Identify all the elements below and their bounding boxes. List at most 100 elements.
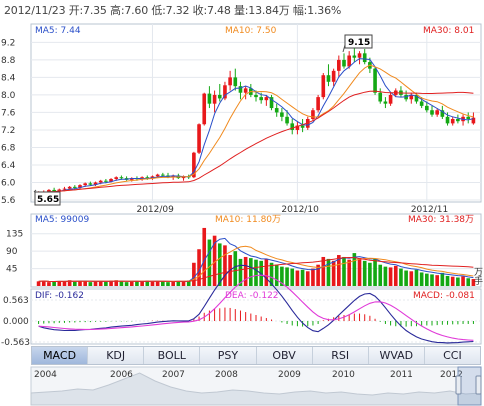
price-tick-label: 9.2 bbox=[1, 38, 15, 48]
candle-body bbox=[445, 116, 450, 124]
volume-bar bbox=[140, 281, 144, 286]
macd-tick-label: -0.563 bbox=[1, 338, 30, 348]
candle-body bbox=[88, 183, 93, 185]
volume-bar bbox=[450, 276, 455, 286]
candle-body bbox=[104, 180, 108, 182]
tab-obv[interactable]: OBV bbox=[257, 347, 313, 364]
macd-tick-label: 0.000 bbox=[3, 317, 29, 327]
volume-bar bbox=[269, 262, 274, 286]
price-date-label: 2012/10 bbox=[281, 205, 319, 215]
macd-lines bbox=[38, 264, 474, 344]
volume-label: 量: bbox=[233, 4, 249, 17]
tab-kdj[interactable]: KDJ bbox=[88, 347, 145, 364]
volume-bar bbox=[88, 282, 93, 286]
open-value: 7.35 bbox=[83, 4, 107, 17]
tab-rsi[interactable]: RSI bbox=[313, 347, 369, 364]
volume-bar bbox=[399, 268, 403, 286]
volume-bar bbox=[456, 277, 460, 286]
volume-bar bbox=[129, 281, 134, 286]
candle-body bbox=[316, 97, 320, 111]
open-label: 开: bbox=[68, 4, 84, 17]
price-ma5-label: MA5: 7.44 bbox=[35, 26, 81, 36]
candle-body bbox=[456, 119, 460, 122]
macd-dea-label: DEA: -0.122 bbox=[225, 291, 279, 301]
price-panel-frame bbox=[30, 23, 482, 203]
tab-boll[interactable]: BOLL bbox=[144, 347, 201, 364]
timeline-left-handle[interactable] bbox=[455, 375, 462, 395]
volume-bar bbox=[300, 269, 305, 286]
candle-body bbox=[98, 180, 103, 183]
volume-bar bbox=[414, 269, 419, 286]
volume-bar bbox=[124, 282, 129, 286]
volume-bar bbox=[119, 281, 124, 286]
candle-body bbox=[425, 105, 429, 111]
timeline-year-label: 2009 bbox=[278, 370, 301, 380]
price-date-label: 2012/09 bbox=[136, 205, 174, 215]
high-marker-label: 9.15 bbox=[348, 38, 370, 48]
price-tick-label: 8.8 bbox=[1, 56, 16, 66]
volume-bar bbox=[207, 239, 212, 286]
timeline-right-handle[interactable] bbox=[475, 375, 482, 395]
change-value: 1.36% bbox=[307, 4, 342, 17]
candle-body bbox=[295, 125, 300, 130]
volume-bar bbox=[109, 280, 113, 286]
volume-bar bbox=[223, 245, 227, 286]
volume-bar bbox=[471, 279, 476, 286]
candle-body bbox=[223, 85, 227, 99]
volume-bar bbox=[166, 282, 170, 286]
volume-bar bbox=[238, 258, 243, 286]
volume-bar bbox=[150, 281, 155, 286]
volume-bar bbox=[316, 264, 320, 286]
tab-wvad[interactable]: WVAD bbox=[369, 347, 425, 364]
candle-body bbox=[280, 112, 284, 117]
timeline-year-label: 2011 bbox=[390, 370, 413, 380]
volume-bar bbox=[342, 256, 346, 286]
candle-body bbox=[67, 186, 72, 189]
low-marker-box bbox=[34, 191, 61, 206]
candle-body bbox=[114, 177, 119, 179]
close-value: 7.48 bbox=[206, 4, 231, 17]
price-tick-label: 6.4 bbox=[1, 161, 16, 171]
volume-ma30-label: MA30: 31.38万 bbox=[408, 215, 474, 225]
price-tick-label: 6.8 bbox=[1, 143, 16, 153]
volume-bar bbox=[186, 280, 191, 286]
high-marker-box bbox=[344, 34, 373, 49]
volume-bar bbox=[290, 268, 295, 286]
volume-bar bbox=[197, 249, 201, 286]
quote-date: 2012/11/23 bbox=[4, 4, 66, 17]
candle-body bbox=[228, 77, 232, 86]
high-label: 高: bbox=[110, 4, 125, 17]
timeline-year-label: 2008 bbox=[215, 370, 238, 380]
volume-bar bbox=[212, 235, 217, 286]
volume-unit-part: 万 bbox=[474, 268, 483, 278]
volume-bar bbox=[362, 260, 367, 286]
high-value: 7.60 bbox=[124, 4, 149, 17]
candle-body bbox=[47, 189, 51, 193]
volume-bar bbox=[135, 280, 139, 286]
volume-ma-lines bbox=[38, 237, 474, 283]
price-tick-label: 6.0 bbox=[1, 178, 16, 188]
indicator-tabs: MACD KDJ BOLL PSY OBV RSI WVAD CCI bbox=[31, 346, 481, 365]
candle-body bbox=[290, 123, 295, 130]
candle-body bbox=[264, 97, 269, 101]
volume-bar bbox=[78, 280, 82, 286]
timeline-year-label: 2007 bbox=[162, 370, 185, 380]
tab-psy[interactable]: PSY bbox=[200, 347, 257, 364]
volume-bar bbox=[305, 271, 310, 286]
quote-summary: 2012/11/23 开:7.35 高:7.60 低:7.32 收:7.48 量… bbox=[4, 2, 341, 18]
candle-body bbox=[150, 176, 155, 179]
volume-bar bbox=[461, 276, 465, 286]
ma30-line bbox=[38, 90, 474, 194]
tab-macd[interactable]: MACD bbox=[32, 347, 89, 364]
candle-body bbox=[57, 189, 62, 192]
tab-cci[interactable]: CCI bbox=[443, 349, 462, 362]
candle-body bbox=[430, 110, 434, 115]
low-label: 低: bbox=[151, 4, 166, 17]
volume-bar bbox=[93, 281, 98, 286]
volume-bar bbox=[337, 255, 341, 286]
volume-bar bbox=[98, 280, 103, 286]
macd-dea-line bbox=[38, 274, 474, 341]
price-ma10-label: MA10: 7.50 bbox=[225, 26, 277, 36]
candle-body bbox=[347, 55, 351, 67]
